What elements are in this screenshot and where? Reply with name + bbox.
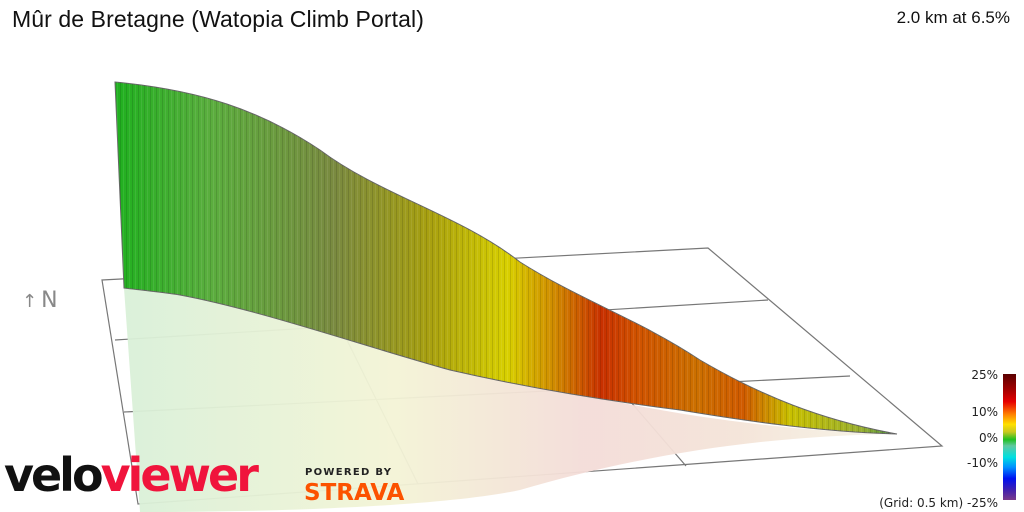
page-title: Mûr de Bretagne (Watopia Climb Portal): [12, 6, 424, 32]
legend-tick-0: 0%: [978, 431, 998, 445]
climb-summary: 2.0 km at 6.5%: [896, 8, 1010, 27]
profile-shadow: [124, 288, 895, 512]
legend-tick-minus10: -10%: [966, 456, 998, 470]
legend-tick-25: 25%: [971, 368, 998, 382]
north-arrow-icon: ↑: [22, 291, 38, 312]
logo-velo: velo: [4, 448, 104, 502]
veloviewer-logo[interactable]: veloviewer: [4, 452, 259, 498]
legend-tick-10: 10%: [971, 405, 998, 419]
gradient-colorbar: [1003, 374, 1016, 500]
north-indicator: ↑ N: [22, 288, 58, 313]
grid-scale-note: (Grid: 0.5 km) -25%: [879, 496, 998, 510]
north-label: N: [41, 288, 58, 313]
logo-viewer: viewer: [100, 448, 259, 502]
strava-logo[interactable]: STRAVA: [304, 480, 405, 506]
gradient-legend: 25% 10% 0% -10% (Grid: 0.5 km) -25%: [879, 368, 1024, 512]
powered-by-label: POWERED BY: [305, 467, 393, 478]
